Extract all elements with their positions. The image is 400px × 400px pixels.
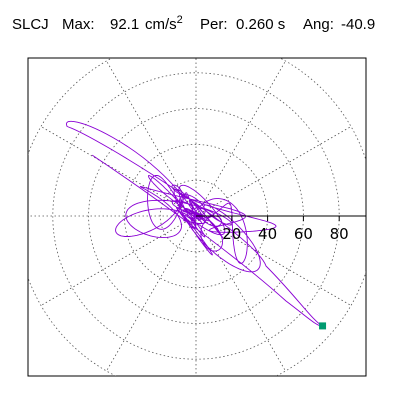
max-value: 92.1 [110,16,140,33]
grid-spoke-240 [106,215,197,372]
max-label: Max: [62,16,95,33]
grid-spoke-60 [195,60,286,217]
radial-tick-label-20: 20 [222,225,241,243]
max-unit: cm/s2 [145,14,183,33]
grid-spoke-210 [40,215,197,306]
radial-tick-label-40: 40 [258,225,277,243]
grid-spoke-300 [195,215,286,372]
radial-tick-label-60: 60 [294,225,313,243]
grid-spoke-120 [106,60,197,217]
grid-spoke-330 [195,215,352,306]
radial-axis: 20 40 60 80 [196,215,366,243]
marker-layer [319,322,327,330]
end-marker [319,322,327,330]
orbit-trace [66,120,323,327]
max-unit-exponent: 2 [176,14,183,26]
orbit-trace-layer [66,120,323,327]
station-code: SLCJ [12,16,49,33]
grid-spoke-30 [195,126,352,217]
grid-spoke-150 [40,126,197,217]
ang-value: -40.9 [341,16,376,33]
ang-label: Ang: [303,16,334,33]
chart-header: SLCJ Max: 92.1 cm/s2 Per: 0.260 s Ang: -… [0,0,400,50]
max-unit-base: cm/s [145,16,177,33]
per-value: 0.260 s [236,16,286,33]
radial-tick-label-80: 80 [330,225,349,243]
per-label: Per: [200,16,228,33]
